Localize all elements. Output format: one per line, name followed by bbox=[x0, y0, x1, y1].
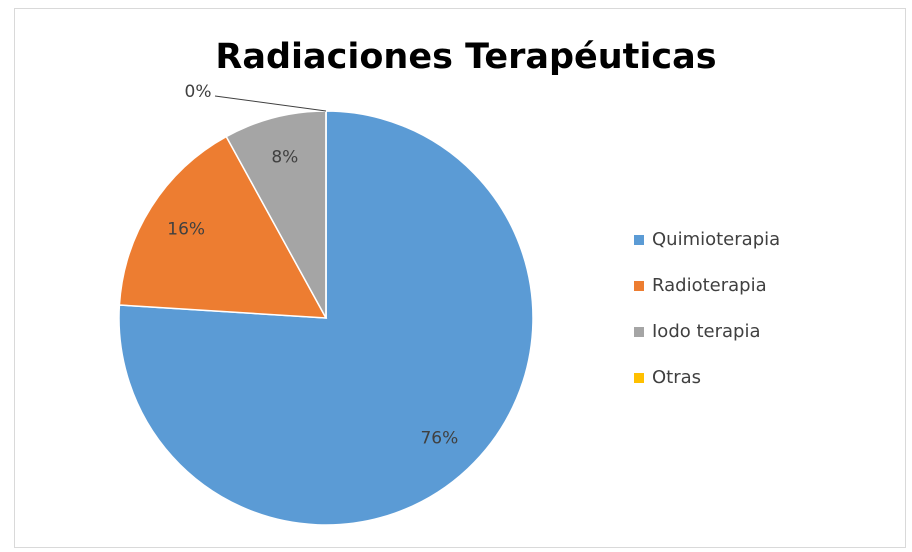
legend-label: Iodo terapia bbox=[652, 321, 761, 342]
data-label: 8% bbox=[271, 148, 298, 168]
data-label: 76% bbox=[420, 429, 458, 449]
legend-swatch bbox=[634, 281, 644, 291]
legend-swatch bbox=[634, 327, 644, 337]
legend-label: Radioterapia bbox=[652, 275, 767, 296]
legend-swatch bbox=[634, 235, 644, 245]
pie-slice bbox=[118, 135, 328, 319]
legend-swatch bbox=[634, 373, 644, 383]
legend-label: Quimioterapia bbox=[652, 229, 780, 250]
legend-label: Otras bbox=[652, 367, 701, 388]
data-label: 16% bbox=[167, 219, 205, 239]
chart-title: Radiaciones Terapéuticas bbox=[215, 37, 716, 77]
leader-line bbox=[214, 95, 327, 112]
pie-slice bbox=[118, 110, 534, 526]
data-label: 0% bbox=[185, 82, 212, 102]
